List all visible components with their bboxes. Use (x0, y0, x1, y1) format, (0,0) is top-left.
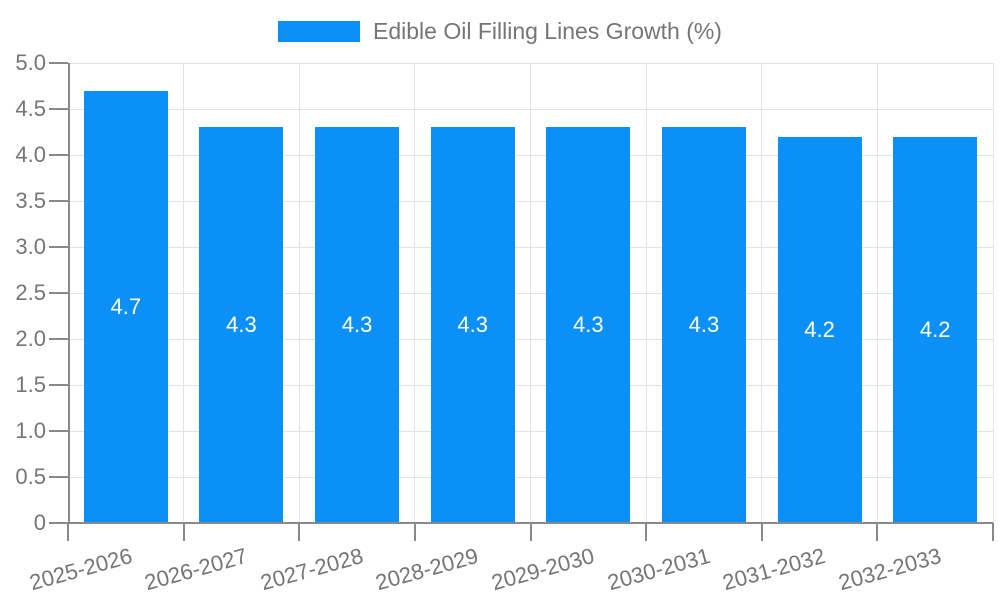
bar-value-label: 4.2 (919, 316, 951, 342)
x-tick (876, 523, 879, 541)
gridline-vertical (298, 63, 300, 523)
x-tick-label: 2030-2031 (604, 543, 713, 596)
bar: 4.3 (430, 127, 515, 523)
y-axis-line (68, 63, 70, 523)
x-tick-label: 2026-2027 (142, 543, 251, 596)
y-tick (49, 246, 68, 248)
y-tick-label: 3.5 (15, 188, 46, 213)
x-tick-label: 2029-2030 (488, 543, 597, 596)
x-tick (529, 523, 532, 541)
y-tick (49, 108, 68, 110)
x-tick-label: 2028-2029 (373, 543, 482, 596)
gridline-vertical (876, 63, 878, 523)
bar-value-label: 4.7 (110, 293, 142, 319)
x-tick-label: 2025-2026 (26, 543, 135, 596)
bar-value-label: 4.3 (341, 312, 373, 338)
y-tick (49, 62, 68, 64)
y-tick (49, 384, 68, 386)
bar: 4.3 (315, 127, 400, 523)
x-tick (298, 523, 301, 541)
bar: 4.2 (893, 136, 978, 523)
y-tick-label: 0.5 (15, 464, 46, 489)
gridline-vertical (645, 63, 647, 523)
bar: 4.3 (199, 127, 284, 523)
x-tick-label: 2032-2033 (835, 543, 944, 596)
gridline-vertical (414, 63, 416, 523)
x-tick-label: 2027-2028 (257, 543, 366, 596)
bar: 4.3 (661, 127, 746, 523)
y-tick (49, 154, 68, 156)
y-tick-label: 4.0 (15, 142, 46, 167)
bar: 4.7 (83, 90, 168, 523)
bar-value-label: 4.3 (226, 312, 257, 338)
bar-value-label: 4.3 (688, 312, 720, 338)
bar-value-label: 4.3 (573, 312, 604, 338)
y-tick-label: 1.5 (15, 372, 46, 397)
x-tick (760, 523, 763, 541)
x-axis-line (68, 522, 993, 524)
y-tick (49, 292, 68, 294)
y-tick (49, 200, 68, 202)
legend-label: Edible Oil Filling Lines Growth (%) (373, 18, 722, 44)
y-tick-label: 0 (33, 510, 46, 535)
legend: Edible Oil Filling Lines Growth (%) (0, 18, 1000, 45)
x-tick (645, 523, 648, 541)
x-tick (992, 523, 994, 541)
gridline-vertical (530, 63, 531, 523)
y-tick-label: 3.0 (15, 234, 46, 259)
y-tick (49, 430, 68, 432)
y-tick-label: 5.0 (15, 50, 46, 75)
gridline-vertical (992, 63, 994, 523)
x-tick-label: 2031-2032 (720, 543, 829, 596)
x-tick (67, 523, 69, 541)
bar-value-label: 4.2 (804, 316, 835, 342)
bar-value-label: 4.3 (457, 312, 488, 338)
y-tick-label: 2.5 (15, 280, 46, 305)
y-tick-label: 4.5 (15, 96, 46, 121)
x-tick (413, 523, 416, 541)
y-tick (49, 476, 68, 478)
gridline-vertical (183, 63, 185, 523)
bar: 4.3 (546, 127, 631, 523)
gridline-vertical (761, 63, 763, 523)
y-tick-label: 2.0 (15, 326, 46, 351)
bar: 4.2 (777, 136, 862, 523)
y-tick (49, 338, 68, 340)
legend-swatch (278, 21, 361, 42)
y-tick-label: 1.0 (15, 418, 46, 443)
y-tick (49, 522, 68, 524)
x-tick (182, 523, 185, 541)
